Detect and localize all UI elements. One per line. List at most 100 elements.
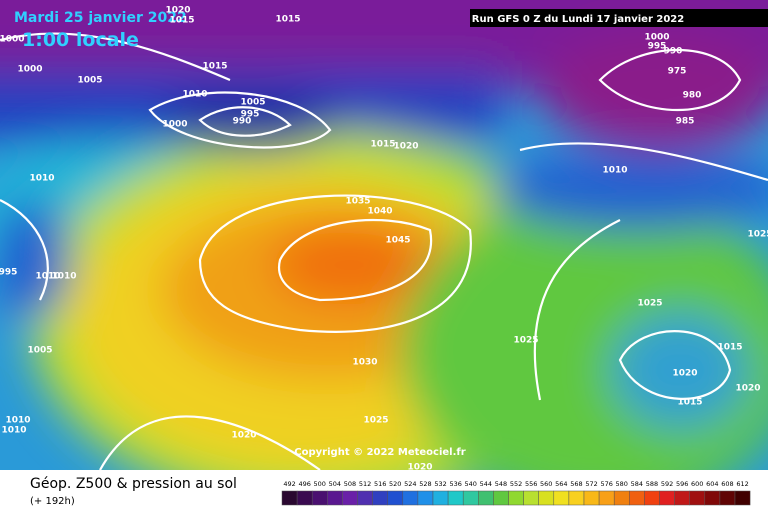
footer-title: Géop. Z500 & pression au sol	[30, 476, 237, 492]
isobar-label: 1025	[747, 230, 768, 240]
scale-label: 548	[495, 480, 507, 488]
scale-swatch	[311, 490, 328, 506]
scale-label: 580	[616, 480, 628, 488]
scale-swatch	[659, 490, 675, 506]
scale-swatch	[342, 490, 358, 506]
scale-swatch	[523, 490, 539, 506]
scale-label: 544	[480, 480, 492, 488]
isobar-label: 1045	[385, 236, 410, 246]
scale-swatch	[568, 490, 585, 506]
isobar-label: 1000	[162, 120, 187, 130]
scale-label: 512	[359, 480, 371, 488]
isobar-label: 1015	[202, 62, 227, 72]
scale-label: 600	[691, 480, 703, 488]
isobar-label: 995	[648, 42, 667, 52]
isobar-label: 985	[676, 117, 695, 127]
isobar-label: 1025	[637, 299, 662, 309]
scale-label: 564	[555, 480, 567, 488]
scale-label: 504	[329, 480, 341, 488]
scale-label: 536	[449, 480, 461, 488]
scale-swatch	[462, 490, 479, 506]
isobar-label: 1030	[352, 358, 377, 368]
isobar-label: 1005	[240, 98, 265, 108]
scale-label: 556	[525, 480, 537, 488]
scale-swatch	[629, 490, 645, 506]
scale-label: 560	[540, 480, 552, 488]
scale-label: 568	[570, 480, 582, 488]
isobar-label: 1020	[393, 142, 418, 152]
scale-swatch	[493, 490, 509, 506]
scale-swatch	[417, 490, 434, 506]
isobar-label: 1000	[644, 33, 669, 43]
scale-label: 508	[344, 480, 356, 488]
isobar-label: 1020	[672, 369, 697, 379]
scale-label: 604	[706, 480, 718, 488]
scale-swatch	[704, 490, 721, 506]
scale-swatch	[598, 490, 615, 506]
scale-swatch	[583, 490, 600, 506]
isobar-label: 1010	[1, 426, 26, 436]
isobar-label: 1010	[182, 90, 207, 100]
scale-swatch	[402, 490, 419, 506]
scale-swatch	[689, 490, 706, 506]
isobar-label: 1010	[602, 166, 627, 176]
scale-swatch	[432, 490, 449, 506]
scale-label: 588	[646, 480, 658, 488]
isobar-label: 1000	[17, 65, 42, 75]
scale-label: 612	[736, 480, 748, 488]
isobar-label: 1015	[169, 16, 194, 26]
copyright: Copyright © 2022 Meteociel.fr	[294, 447, 465, 458]
scale-label: 584	[631, 480, 643, 488]
isobar-label: 1005	[27, 346, 52, 356]
scale-swatch	[508, 490, 524, 506]
isobar-label: 1035	[345, 197, 370, 207]
scale-label: 528	[419, 480, 431, 488]
scale-label: 552	[510, 480, 522, 488]
scale-label: 516	[374, 480, 386, 488]
isobar-label: 1040	[367, 207, 392, 217]
scale-swatch	[327, 490, 343, 506]
isobar-label: 1000	[0, 35, 25, 45]
scale-label: 596	[676, 480, 688, 488]
scale-swatch	[281, 490, 298, 506]
scale-label: 592	[661, 480, 673, 488]
color-scale: 492 496 500 504 508 512 516 520 524 528 532 536 540 5…	[281, 480, 751, 506]
isobar-label: 1015	[275, 15, 300, 25]
isobar-label: 1015	[370, 140, 395, 150]
isobar-label: 990	[664, 47, 683, 57]
isobar-label: 1010	[35, 272, 60, 282]
scale-label: 520	[389, 480, 401, 488]
isobar-label: 990	[233, 117, 252, 127]
isobar-label: 1005	[77, 76, 102, 86]
isobar-label: 975	[668, 67, 687, 77]
scale-label: 492	[283, 480, 295, 488]
scale-swatch	[734, 490, 751, 506]
scale-label: 524	[404, 480, 416, 488]
scale-swatch	[296, 490, 313, 506]
scale-swatch	[538, 490, 555, 506]
isobar-label: 1015	[677, 398, 702, 408]
footer-lead: (+ 192h)	[30, 496, 75, 507]
scale-swatch	[644, 490, 660, 506]
scale-label: 572	[585, 480, 597, 488]
run-info: Run GFS 0 Z du Lundi 17 janvier 2022	[472, 14, 684, 25]
isobar-label: 1025	[363, 416, 388, 426]
isobar-label: 980	[683, 91, 702, 101]
isobar-label: 1010	[51, 272, 76, 282]
isobar-label: 1020	[407, 463, 432, 473]
scale-swatch	[372, 490, 388, 506]
isobar-label: 1025	[513, 336, 538, 346]
isobar-label: 1010	[29, 174, 54, 184]
isobar-label: 1015	[717, 343, 742, 353]
isobar-label: 995	[0, 268, 17, 278]
scale-swatch	[613, 490, 630, 506]
scale-swatch	[447, 490, 464, 506]
scale-swatch	[478, 490, 494, 506]
map-time: 1:00 locale	[22, 29, 139, 51]
scale-label: 496	[298, 480, 310, 488]
isobar-label: 995	[241, 110, 260, 120]
isobar-label: 1020	[735, 384, 760, 394]
